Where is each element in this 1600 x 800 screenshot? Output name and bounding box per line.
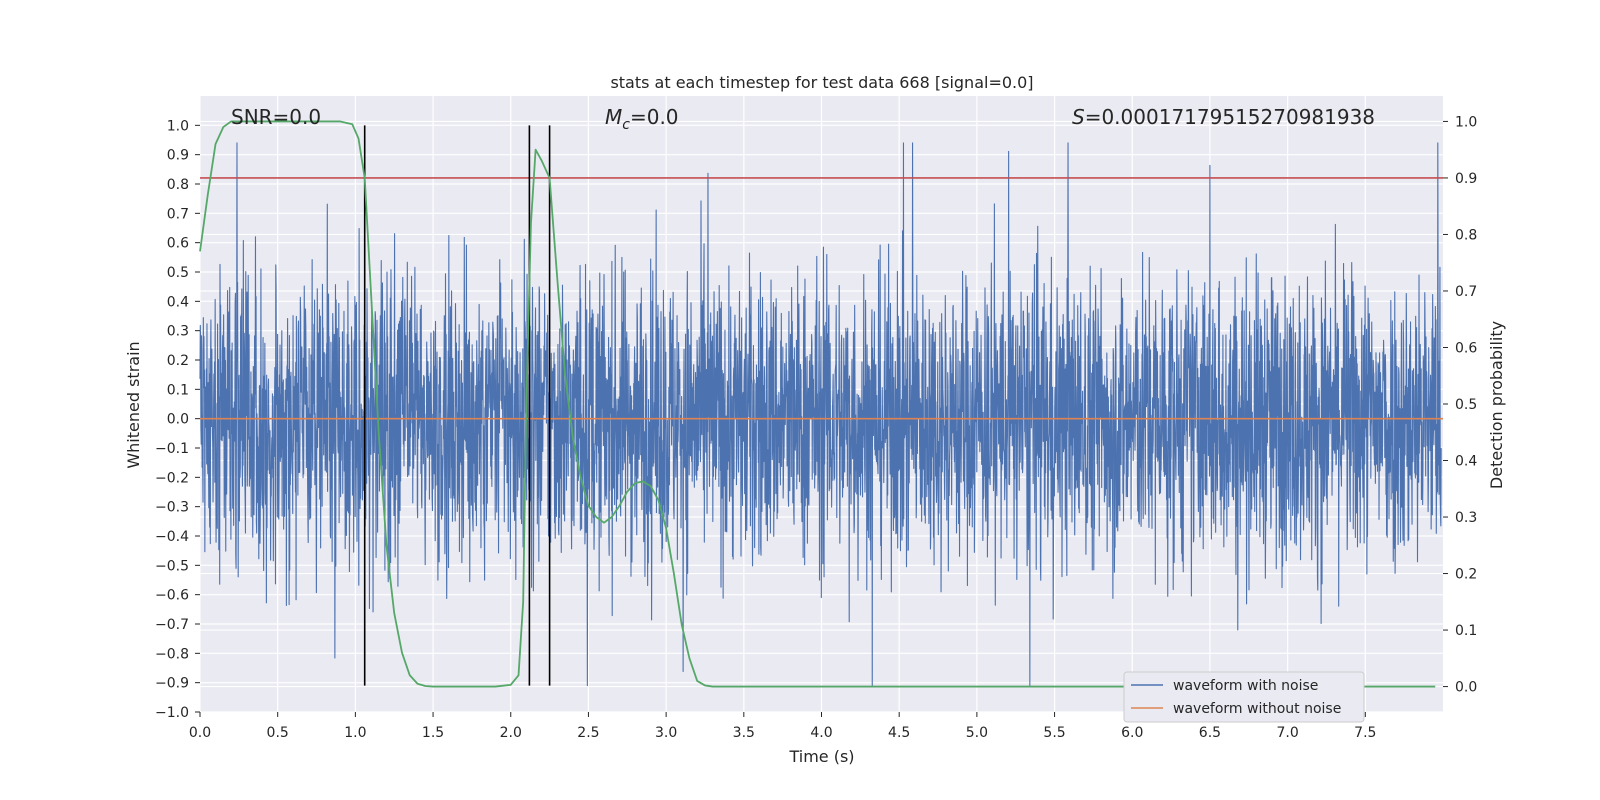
chirp-mass-subscript: c	[622, 117, 630, 133]
x-tick-label: 1.0	[344, 725, 366, 741]
y-axis-label: Whitened strain	[124, 341, 143, 468]
x-tick-label: 2.0	[500, 725, 522, 741]
y-tick-label: 0.6	[167, 236, 189, 252]
x-tick-label: 1.5	[422, 725, 444, 741]
y2-axis-label: Detection probability	[1487, 321, 1506, 489]
y-tick-label: 0.2	[167, 353, 189, 369]
y2-tick-label: 0.7	[1455, 284, 1477, 300]
y-tick-label: 0.1	[167, 382, 189, 398]
x-tick-label: 6.5	[1199, 725, 1221, 741]
y2-tick-label: 0.2	[1455, 567, 1477, 583]
x-tick-labels: 0.0 0.5 1.0 1.5 2.0 2.5 3.0 3.5 4.0 4.5 5.0 5.5 6.0 6…	[189, 712, 1376, 741]
y-tick-label: −0.6	[155, 588, 189, 604]
y-tick-label: 0.5	[167, 265, 189, 281]
x-tick-label: 7.5	[1354, 725, 1376, 741]
chirp-mass-symbol: M	[605, 105, 622, 129]
chirp-mass-value: =0.0	[630, 105, 679, 129]
x-tick-label: 5.0	[966, 725, 988, 741]
s-annotation: S=0.00017179515270981938	[1072, 105, 1375, 129]
y-tick-label: −0.4	[155, 529, 189, 545]
x-axis-label: Time (s)	[788, 747, 854, 766]
s-symbol: S	[1072, 105, 1085, 129]
y-tick-label: −0.1	[155, 441, 189, 457]
y2-tick-label: 0.1	[1455, 623, 1477, 639]
x-tick-label: 4.0	[810, 725, 832, 741]
y2-tick-label: 1.0	[1455, 114, 1477, 130]
x-tick-label: 7.0	[1276, 725, 1298, 741]
x-tick-label: 3.5	[733, 725, 755, 741]
legend: waveform with noise waveform without noi…	[1123, 671, 1365, 723]
chirp-mass-annotation: Mc=0.0	[605, 105, 679, 133]
x-tick-label: 4.5	[888, 725, 910, 741]
y-tick-label: 1.0	[167, 118, 189, 134]
overlay-layer	[199, 120, 1443, 688]
y-tick-label: −0.9	[155, 676, 189, 692]
legend-box	[1123, 671, 1365, 723]
y2-tick-label: 0.4	[1455, 454, 1477, 470]
y2-tick-label: 0.0	[1455, 680, 1477, 696]
noise-waveform-line	[199, 142, 1442, 687]
y-tick-label: −0.3	[155, 500, 189, 516]
legend-label-noise: waveform with noise	[1173, 678, 1318, 694]
x-tick-label: 0.0	[189, 725, 211, 741]
detection-probability-line	[199, 120, 1436, 688]
y-tick-label: 0.3	[167, 324, 189, 340]
s-value: =0.00017179515270981938	[1085, 105, 1375, 129]
y-tick-label: 0.8	[167, 177, 189, 193]
x-tick-label: 5.5	[1043, 725, 1065, 741]
y-tick-label: −0.2	[155, 470, 189, 486]
y-tick-labels-left: 1.0 0.9 0.8 0.7 0.6 0.5 0.4 0.3 0.2 0.1 0.0 −0.1 −0.…	[155, 118, 200, 721]
x-tick-label: 3.0	[655, 725, 677, 741]
y-tick-label: 0.9	[167, 148, 189, 164]
waveform-with-noise-series	[199, 142, 1442, 687]
x-tick-label: 0.5	[267, 725, 289, 741]
y-tick-label: 0.7	[167, 206, 189, 222]
x-tick-label: 2.5	[577, 725, 599, 741]
legend-label-clean: waveform without noise	[1173, 701, 1341, 717]
y-tick-label: 0.4	[167, 294, 189, 310]
y-tick-label: 0.0	[167, 412, 189, 428]
y2-tick-label: 0.8	[1455, 227, 1477, 243]
y-tick-label: −0.8	[155, 646, 189, 662]
y-tick-labels-right: 1.0 0.9 0.8 0.7 0.6 0.5 0.4 0.3 0.2 0.1 0.0	[1443, 114, 1477, 696]
y-tick-label: −1.0	[155, 705, 189, 721]
chart-title: stats at each timestep for test data 668…	[610, 73, 1033, 92]
y2-tick-label: 0.3	[1455, 510, 1477, 526]
y2-tick-label: 0.6	[1455, 340, 1477, 356]
snr-annotation: SNR=0.0	[231, 105, 321, 129]
y2-tick-label: 0.9	[1455, 171, 1477, 187]
y-tick-label: −0.5	[155, 558, 189, 574]
x-tick-label: 6.0	[1121, 725, 1143, 741]
y2-tick-label: 0.5	[1455, 397, 1477, 413]
y-tick-label: −0.7	[155, 617, 189, 633]
